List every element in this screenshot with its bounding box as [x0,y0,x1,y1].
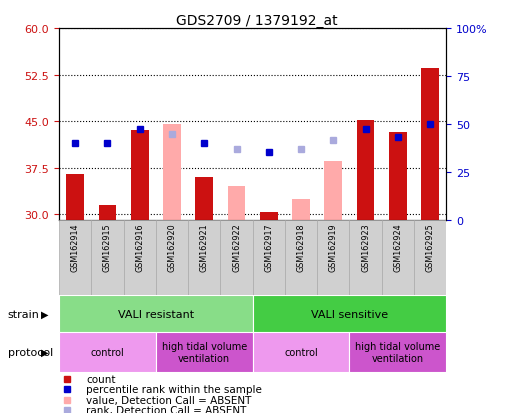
Bar [252,332,349,372]
Bar [349,332,446,372]
Text: rank, Detection Call = ABSENT: rank, Detection Call = ABSENT [86,405,246,413]
Text: control: control [284,347,318,357]
Bar [59,332,156,372]
Text: percentile rank within the sample: percentile rank within the sample [86,385,262,394]
Bar [317,221,349,295]
Bar [59,295,252,332]
Text: count: count [86,374,115,384]
Text: strain: strain [8,309,40,319]
Bar [124,221,156,295]
Text: GSM162920: GSM162920 [167,223,176,272]
Bar [389,133,407,221]
Text: protocol: protocol [8,347,53,357]
Bar [421,69,439,221]
Text: GSM162917: GSM162917 [264,223,273,272]
Text: ▶: ▶ [41,309,49,319]
Bar [221,221,252,295]
Text: GSM162916: GSM162916 [135,223,144,272]
Bar [285,221,317,295]
Bar [382,221,414,295]
Bar [156,221,188,295]
Bar [195,178,213,221]
Bar [252,295,446,332]
Text: value, Detection Call = ABSENT: value, Detection Call = ABSENT [86,395,251,405]
Text: control: control [90,347,124,357]
Text: GSM162925: GSM162925 [426,223,435,272]
Text: VALI resistant: VALI resistant [118,309,194,319]
Bar [252,221,285,295]
Bar [260,213,278,221]
Text: high tidal volume
ventilation: high tidal volume ventilation [162,341,247,363]
Bar [357,121,374,221]
Text: ▶: ▶ [41,347,49,357]
Bar [188,221,221,295]
Text: GSM162921: GSM162921 [200,223,209,272]
Text: GDS2709 / 1379192_at: GDS2709 / 1379192_at [175,14,338,28]
Text: high tidal volume
ventilation: high tidal volume ventilation [356,341,441,363]
Bar [98,205,116,221]
Bar [66,174,84,221]
Bar [91,221,124,295]
Bar [59,221,91,295]
Text: GSM162922: GSM162922 [232,223,241,272]
Text: GSM162918: GSM162918 [297,223,306,272]
Text: GSM162924: GSM162924 [393,223,402,272]
Bar [156,332,252,372]
Bar [228,187,245,221]
Text: GSM162919: GSM162919 [329,223,338,272]
Bar [163,125,181,221]
Bar [324,162,342,221]
Bar [349,221,382,295]
Text: GSM162915: GSM162915 [103,223,112,272]
Text: GSM162914: GSM162914 [71,223,80,272]
Text: GSM162923: GSM162923 [361,223,370,272]
Bar [131,131,149,221]
Bar [414,221,446,295]
Text: VALI sensitive: VALI sensitive [311,309,388,319]
Bar [292,199,310,221]
